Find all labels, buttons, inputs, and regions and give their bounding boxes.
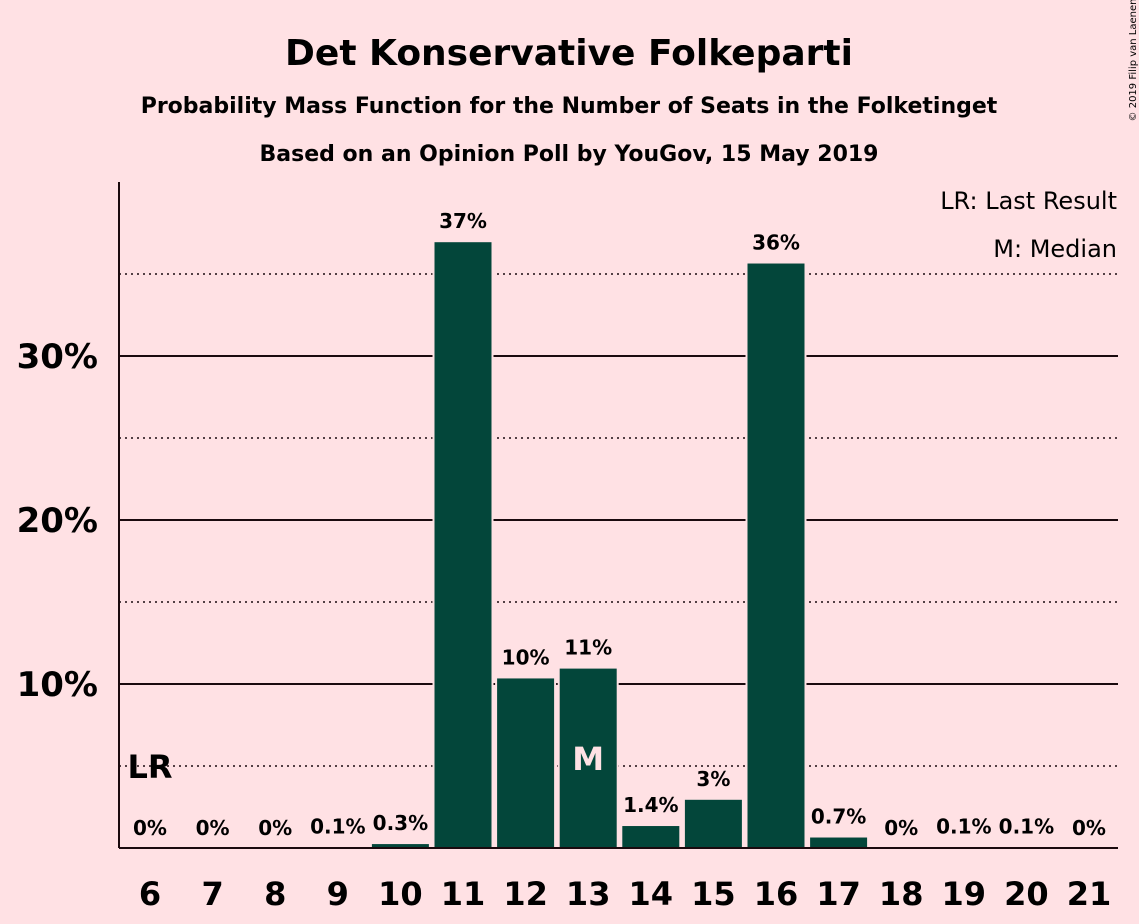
x-tick-label: 8	[264, 875, 286, 913]
bar-value-label: 0.1%	[310, 814, 365, 838]
y-tick-label: 30%	[17, 337, 98, 377]
bar-value-label: 1.4%	[623, 793, 678, 817]
x-tick-label: 21	[1067, 875, 1112, 913]
copyright-text: © 2019 Filip van Laenen	[1128, 0, 1139, 121]
legend-last-result: LR: Last Result	[940, 187, 1117, 215]
bar-value-label: 0%	[258, 816, 292, 840]
chart-subtitle-2: Based on an Opinion Poll by YouGov, 15 M…	[260, 142, 879, 167]
x-tick-label: 13	[566, 875, 611, 913]
x-tick-label: 20	[1004, 875, 1049, 913]
x-tick-label: 12	[503, 875, 548, 913]
x-tick-label: 18	[879, 875, 924, 913]
x-tick-label: 6	[139, 875, 161, 913]
x-tick-label: 11	[441, 875, 486, 913]
last-result-marker: LR	[127, 748, 172, 786]
bar	[495, 676, 557, 849]
median-marker: M	[572, 740, 604, 778]
bar-value-label: 36%	[752, 231, 800, 255]
bar-value-label: 0%	[1072, 816, 1106, 840]
x-tick-label: 16	[754, 875, 799, 913]
bar-value-label: 0.1%	[999, 814, 1054, 838]
bar-value-label: 0.7%	[811, 805, 866, 829]
bar-value-label: 10%	[502, 645, 550, 669]
chart-title: Det Konservative Folkeparti	[285, 33, 853, 74]
x-tick-label: 17	[816, 875, 861, 913]
x-tick-label: 10	[378, 875, 423, 913]
bar-value-label: 11%	[564, 636, 612, 660]
bar-value-label: 0%	[196, 816, 230, 840]
bar-value-label: 0%	[133, 816, 167, 840]
bar-value-label: 37%	[439, 209, 487, 233]
bar	[557, 666, 619, 849]
bar-value-label: 0.1%	[936, 814, 991, 838]
x-tick-label: 19	[942, 875, 987, 913]
chart-subtitle: Probability Mass Function for the Number…	[141, 94, 998, 119]
x-tick-label: 14	[629, 875, 674, 913]
x-tick-label: 9	[327, 875, 349, 913]
bar-value-label: 0.3%	[373, 811, 428, 835]
bar	[745, 261, 807, 849]
x-tick-label: 7	[201, 875, 223, 913]
bar-value-label: 0%	[884, 816, 918, 840]
x-tick-label: 15	[691, 875, 736, 913]
y-tick-label: 20%	[17, 501, 98, 541]
bar	[682, 797, 744, 849]
y-tick-label: 10%	[17, 665, 98, 705]
bar	[620, 824, 682, 849]
bar	[432, 240, 494, 849]
legend-median: M: Median	[993, 235, 1117, 263]
bar-value-label: 3%	[696, 767, 730, 791]
bar	[808, 835, 870, 850]
